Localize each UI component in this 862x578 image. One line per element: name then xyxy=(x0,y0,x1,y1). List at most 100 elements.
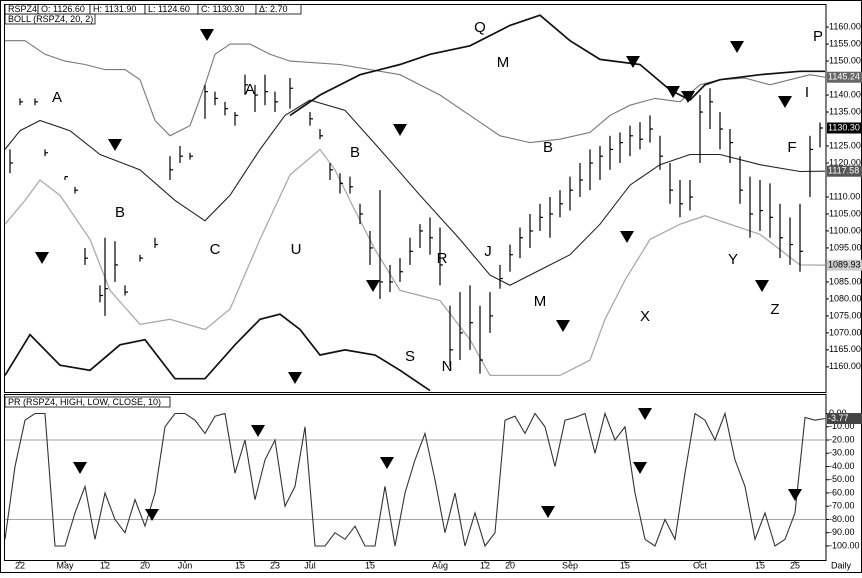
x-tick-label: Sep xyxy=(562,560,578,570)
annotation-letter: N xyxy=(442,358,453,375)
header-field: Δ: 2.70 xyxy=(259,4,288,14)
y-tick-label: 1160.00 xyxy=(829,21,861,31)
y-tick-label: 1100.00 xyxy=(829,225,861,235)
y-tick-label: -10.00 xyxy=(829,421,855,431)
last-value-bg xyxy=(827,122,862,134)
annotation-letter: B xyxy=(543,139,553,156)
signal-triangle xyxy=(288,372,302,384)
last-value-bg xyxy=(827,71,862,83)
header-field: L: 1124.60 xyxy=(148,4,190,14)
header-field: O: 1126.60 xyxy=(41,4,85,14)
header-box xyxy=(255,4,302,15)
y-tick-label: 1155.00 xyxy=(829,38,861,48)
last-value-label: -3.77 xyxy=(828,413,849,423)
x-tick-label: 15 xyxy=(235,560,245,570)
y-tick-label: -20.00 xyxy=(829,434,855,444)
header-field: H: 1131.90 xyxy=(93,4,136,14)
y-tick-label: 1125.00 xyxy=(829,140,861,150)
x-tick-label: 15 xyxy=(365,560,375,570)
signal-triangle xyxy=(633,462,647,474)
x-tick-label: Jul xyxy=(304,560,316,570)
y-tick-label: 1080.00 xyxy=(829,293,862,303)
x-tick-label: 15 xyxy=(755,560,765,570)
x-tick-label: 22 xyxy=(15,560,25,570)
x-tick-label: Oct xyxy=(693,560,708,570)
signal-triangle xyxy=(108,139,122,151)
y-tick-label: 1070.00 xyxy=(829,327,862,337)
y-tick-label: -50.00 xyxy=(829,474,855,484)
y-tick-label: 1165.00 xyxy=(829,344,861,354)
annotation-letter: M xyxy=(497,54,510,71)
signal-triangle xyxy=(730,41,744,53)
header-field: RSPZ4 xyxy=(8,4,37,14)
annotation-letter: J xyxy=(484,243,492,260)
signal-triangle xyxy=(755,280,769,292)
last-value-bg xyxy=(827,165,862,177)
x-tick-label: 20 xyxy=(505,560,515,570)
x-tick-label: 12 xyxy=(100,560,110,570)
band-line xyxy=(289,14,825,117)
signal-triangle xyxy=(35,252,49,264)
x-tick-label: 12 xyxy=(480,560,490,570)
signal-triangle xyxy=(393,124,407,136)
signal-triangle xyxy=(366,280,380,292)
frequency: Daily xyxy=(831,560,852,570)
x-tick-label: Aug xyxy=(432,560,448,570)
annotation-letter: P xyxy=(813,28,823,45)
y-tick-label: -40.00 xyxy=(829,461,855,471)
y-tick-label: 1120.00 xyxy=(829,157,861,167)
band-line xyxy=(4,148,826,377)
last-value-label: 1145.24 xyxy=(828,72,860,82)
band-line xyxy=(4,313,431,392)
x-tick-label: 20 xyxy=(140,560,150,570)
pr-panel xyxy=(4,394,827,561)
x-tick-label: 23 xyxy=(270,560,280,570)
annotation-letter: R xyxy=(437,250,448,267)
signal-triangle xyxy=(380,457,394,469)
signal-triangle xyxy=(626,56,640,68)
y-tick-label: 1110.00 xyxy=(829,191,860,201)
band-line xyxy=(5,40,826,144)
y-tick-label: -60.00 xyxy=(829,487,855,497)
header-field: C: 1130.30 xyxy=(201,4,244,14)
signal-triangle xyxy=(778,96,792,108)
x-tick-label: Jun xyxy=(178,560,193,570)
y-tick-label: 1160.00 xyxy=(829,361,861,371)
last-value-bg xyxy=(827,413,862,425)
signal-triangle xyxy=(251,425,265,437)
y-tick-label: 1105.00 xyxy=(829,208,861,218)
annotation-letter: U xyxy=(291,241,302,258)
annotation-letter: Q xyxy=(474,19,486,36)
annotation-letter: A xyxy=(245,81,255,98)
last-value-label: 1130.30 xyxy=(828,122,860,132)
signal-triangle xyxy=(145,509,159,521)
annotation-letter: C xyxy=(210,241,221,258)
y-tick-label: -30.00 xyxy=(829,448,855,458)
x-tick-label: 15 xyxy=(620,560,630,570)
signal-triangle xyxy=(73,462,87,474)
signal-triangle xyxy=(556,320,570,332)
y-tick-label: -80.00 xyxy=(829,514,855,524)
annotation-letter: B xyxy=(115,204,125,221)
annotation-letter: S xyxy=(405,348,415,365)
signal-triangle xyxy=(788,489,802,501)
signal-triangle xyxy=(666,86,680,98)
pr-title: PR (RSPZ4, HIGH, LOW, CLOSE, 10) xyxy=(8,397,161,407)
y-tick-label: -100.00 xyxy=(829,540,860,550)
y-tick-label: 1135.00 xyxy=(829,106,861,116)
last-value-label: 1089.93 xyxy=(828,260,861,270)
annotation-letter: M xyxy=(534,293,547,310)
pr-line xyxy=(4,411,826,548)
annotation-letter: X xyxy=(640,308,650,325)
signal-triangle xyxy=(541,506,555,518)
y-tick-label: 1075.00 xyxy=(829,310,862,320)
annotation-letter: Z xyxy=(770,301,779,318)
price-title: BOLL (RSPZ4, 20, 2) xyxy=(8,14,93,24)
y-tick-label: 1085.00 xyxy=(829,276,862,286)
signal-triangle xyxy=(200,29,214,41)
y-tick-label: 1150.00 xyxy=(829,55,861,65)
x-tick-label: May xyxy=(56,560,74,570)
annotation-letter: Y xyxy=(728,251,738,268)
